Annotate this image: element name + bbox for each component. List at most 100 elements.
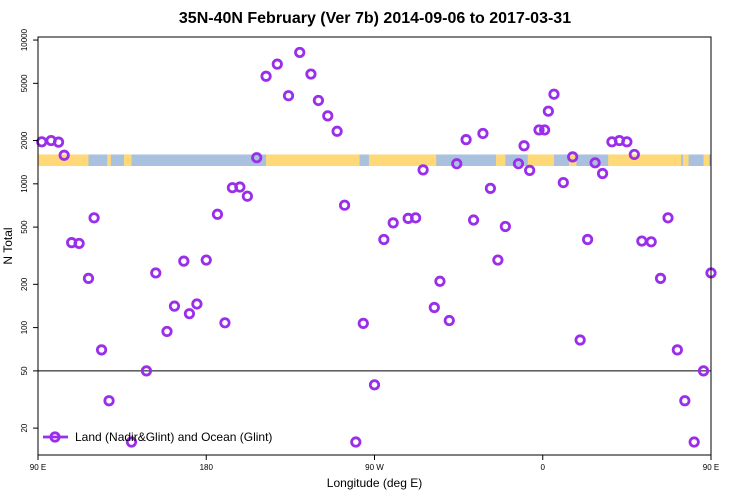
data-point [697,365,710,377]
data-point [52,136,65,148]
data-point [168,300,181,312]
data-point [492,254,504,266]
data-point [368,379,381,391]
data-point [434,275,446,287]
axes: 90 E 180 90 W 0 90 E 20 50 100 200 500 1000 2000 500… [20,28,719,472]
land-ocean-strip [38,154,711,167]
land-segment [496,154,506,167]
data-point [574,334,586,346]
data-point [621,136,633,148]
data-points [36,46,717,448]
data-point [378,233,390,246]
data-point [477,127,489,140]
data-point [183,308,196,320]
data-point [271,58,283,70]
data-point [548,88,560,100]
data-point [679,395,691,407]
x-tick-label: 0 [541,463,546,472]
data-point [219,317,231,329]
data-point [211,208,224,220]
y-axis-title: N Total [1,227,15,264]
data-point [417,164,429,176]
data-point [350,436,362,448]
land-segment [123,154,132,167]
x-tick-label: 90 E [703,463,719,472]
data-point [331,125,343,137]
data-point [125,436,138,448]
data-point [654,272,667,284]
y-tick-label: 10000 [20,28,29,51]
legend: Land (Nadir&Glint) and Ocean (Glint) [43,430,272,444]
data-point [524,164,536,176]
land-segment [527,154,554,167]
data-point [645,236,657,248]
data-point [103,395,115,407]
land-segment [608,154,682,167]
legend-label: Land (Nadir&Glint) and Ocean (Glint) [75,430,272,444]
data-point [82,272,95,284]
x-tick-label: 90 E [30,463,46,472]
data-point [140,365,153,377]
data-point [260,70,272,82]
data-point [282,90,295,102]
x-axis-title: Longitude (deg E) [327,476,422,490]
data-point [338,199,351,211]
data-point [161,325,173,338]
land-segment [266,154,360,167]
data-point [499,220,511,233]
data-point [557,176,569,189]
data-point [251,152,263,164]
land-segment [703,154,710,167]
data-point [322,110,334,122]
data-point [200,254,212,266]
x-tick-label: 180 [200,463,214,472]
data-point [533,124,545,136]
y-tick-label: 5000 [20,74,29,92]
y-tick-label: 500 [20,220,29,234]
y-tick-label: 50 [20,366,29,375]
data-point [589,157,601,169]
data-point [387,217,399,229]
x-tick-label: 90 W [365,463,384,472]
data-point [671,344,683,356]
data-point [150,267,162,279]
data-point [305,68,317,80]
data-point [636,235,648,247]
data-point [567,151,579,163]
data-point [628,148,640,161]
legend-marker [49,431,61,443]
data-point [512,158,525,170]
data-point [428,301,440,314]
data-point [662,212,674,224]
data-point [410,212,422,224]
y-tick-label: 20 [20,423,29,432]
data-point [484,182,497,194]
data-point [539,124,551,136]
data-point [312,94,325,107]
data-point [95,344,108,356]
data-point [73,237,85,250]
y-tick-label: 200 [20,277,29,291]
data-point [178,255,190,267]
data-point [582,233,594,246]
data-point [58,149,70,161]
chart-title: 35N-40N February (Ver 7b) 2014-09-06 to … [178,10,572,27]
data-point [88,212,100,224]
y-tick-label: 100 [20,320,29,334]
data-point [460,134,472,146]
data-point [688,436,700,448]
land-segment [368,154,437,167]
data-point [518,140,530,152]
y-tick-label: 2000 [20,131,29,149]
y-tick-label: 1000 [20,174,29,192]
data-point [467,214,480,226]
land-segment [107,154,111,167]
data-point [357,317,369,329]
data-point [443,314,455,327]
data-point [596,167,609,180]
data-point [241,190,253,202]
data-point [191,298,203,310]
data-point [294,46,306,59]
plot-frame [37,36,712,456]
